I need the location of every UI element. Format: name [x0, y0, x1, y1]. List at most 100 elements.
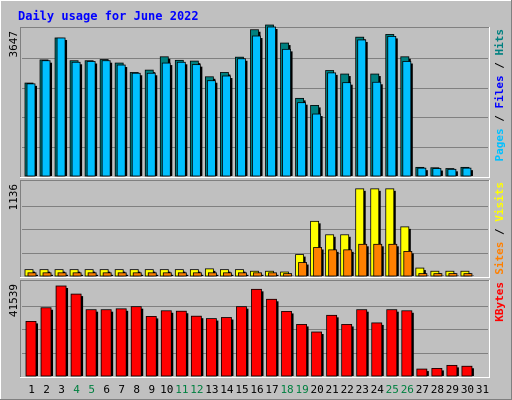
bar-kbytes [115, 308, 127, 377]
legend-item-kbytes: KBytes [493, 282, 506, 322]
y-max-label: 3647 [7, 31, 20, 58]
bar-files [327, 72, 337, 177]
bar-sites [192, 272, 202, 277]
legend-item-sites: Sites [493, 242, 506, 275]
bar-files [222, 75, 231, 177]
x-tick-label: 10 [160, 383, 173, 396]
x-tick-label: 12 [190, 383, 203, 396]
bar-files [161, 62, 171, 177]
bar-files [146, 72, 156, 177]
bar-sites [313, 247, 323, 277]
bar-sites [177, 272, 187, 277]
bar-kbytes [236, 306, 247, 377]
panel-top: 3647 Pages / Files / Hits [7, 24, 506, 178]
chart-panels: 3647 Pages / Files / Hits 1136 Sites / Visi… [7, 24, 506, 378]
bar-files [402, 61, 412, 177]
legend-text: Pages / Files / Hits [493, 29, 506, 162]
x-tick-label: 19 [295, 383, 308, 396]
bar-sites [162, 272, 172, 277]
bar-kbytes [371, 322, 383, 377]
bar-sites [328, 249, 338, 277]
bar-files [357, 39, 367, 177]
bar-kbytes [326, 314, 338, 377]
x-tick-label: 27 [416, 383, 429, 396]
x-tick-label: 13 [205, 383, 218, 396]
bar-files [176, 61, 186, 177]
bar-files [101, 60, 111, 177]
x-tick-label: 1 [28, 383, 35, 396]
bar-kbytes [416, 368, 428, 377]
x-tick-label: 26 [401, 383, 414, 396]
bar-sites [238, 272, 247, 277]
bars-bottom [25, 285, 474, 377]
bar-kbytes [160, 310, 172, 377]
bar-files [297, 102, 306, 177]
bar-sites [283, 273, 292, 277]
x-tick-label: 11 [175, 383, 188, 396]
x-tick-label: 18 [280, 383, 293, 396]
bar-sites [268, 272, 277, 277]
bar-files [417, 167, 427, 177]
bar-files [372, 81, 382, 177]
bar-sites [207, 272, 217, 277]
x-tick-label: 28 [431, 383, 444, 396]
bar-files [41, 60, 51, 177]
legend-separator: / [493, 109, 506, 129]
bar-sites [448, 273, 458, 277]
x-tick-label: 9 [148, 383, 155, 396]
bar-files [312, 113, 322, 177]
chart-title: Daily usage for June 2022 [18, 9, 199, 23]
x-tick-label: 24 [371, 383, 385, 396]
panel-bottom: 41539 KBytes [7, 280, 506, 378]
legend-item-hits: Hits [493, 29, 506, 56]
x-tick-label: 23 [356, 383, 369, 396]
legend-text: Sites / Visits [493, 182, 506, 275]
bar-kbytes [40, 307, 52, 377]
x-tick-label: 14 [220, 383, 234, 396]
bar-kbytes [281, 311, 292, 377]
legend-middle: Sites / Visits [493, 182, 506, 275]
bar-files [282, 48, 291, 177]
x-tick-label: 4 [73, 383, 80, 396]
bar-files [131, 72, 141, 177]
bar-sites [418, 273, 428, 277]
bar-files [432, 168, 442, 177]
bar-sites [42, 272, 52, 277]
legend-top: Pages / Files / Hits [493, 29, 506, 162]
bar-sites [463, 273, 473, 277]
bar-files [267, 26, 276, 177]
x-tick-label: 30 [461, 383, 474, 396]
x-axis-labels: 1 2 3 4 5 6 7 8 9 10 11 12 13 14 15 16 17 18 19 20 21 22 23 24 2… [28, 383, 489, 396]
legend-separator: / [493, 222, 506, 242]
bar-kbytes [386, 309, 398, 377]
bar-sites [223, 272, 232, 277]
bar-kbytes [311, 331, 323, 377]
x-tick-label: 17 [265, 383, 278, 396]
bar-sites [343, 249, 353, 277]
x-tick-label: 31 [476, 383, 489, 396]
x-tick-label: 7 [118, 383, 125, 396]
bar-files [206, 80, 216, 177]
bar-sites [27, 272, 37, 277]
bar-files [71, 61, 81, 177]
bar-kbytes [175, 310, 187, 377]
legend-item-pages: Pages [493, 128, 506, 161]
bars-top [24, 24, 473, 177]
bar-files [252, 35, 261, 177]
x-tick-label: 22 [341, 383, 354, 396]
x-tick-label: 6 [103, 383, 110, 396]
bar-sites [57, 272, 67, 277]
bar-kbytes [341, 324, 353, 377]
x-tick-label: 25 [386, 383, 399, 396]
bar-sites [147, 272, 157, 277]
panel-middle: 1136 Sites / Visits [7, 180, 506, 278]
bar-kbytes [356, 309, 368, 377]
bar-sites [87, 272, 97, 277]
bar-sites [403, 251, 413, 277]
bar-kbytes [251, 288, 262, 377]
bar-kbytes [55, 285, 67, 377]
bar-kbytes [190, 315, 202, 377]
legend-bottom: KBytes [493, 282, 506, 322]
bar-kbytes [296, 324, 307, 377]
